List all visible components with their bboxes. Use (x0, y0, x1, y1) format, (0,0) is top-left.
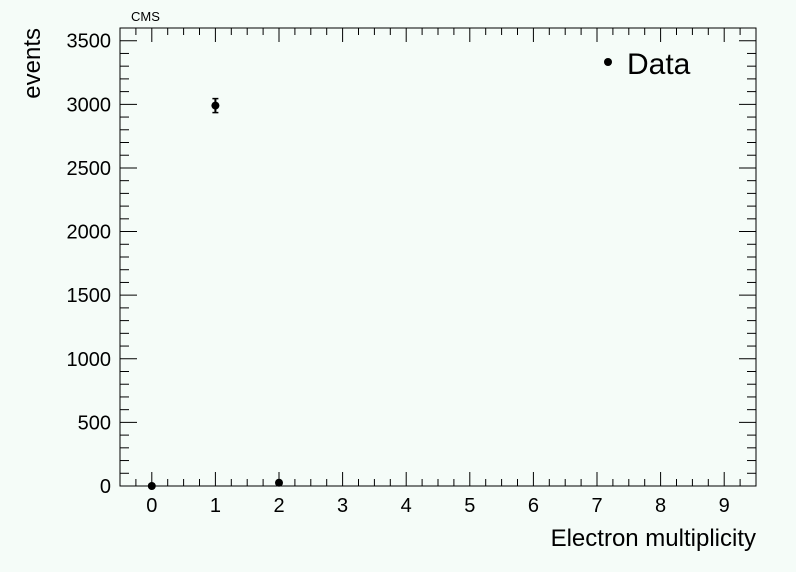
x-tick-label: 7 (591, 495, 602, 517)
x-axis: 0 1 2 3 4 5 6 7 8 9 (119, 28, 757, 517)
y-tick-label: 3500 (67, 31, 112, 53)
y-tick-label: 3000 (67, 94, 112, 116)
y-tick-label: 2000 (67, 222, 112, 244)
x-tick-label: 0 (146, 495, 157, 517)
y-axis: 0 500 1000 1500 2000 2500 3000 3500 (67, 27, 756, 498)
x-tick-label: 1 (210, 495, 221, 517)
data-point (275, 478, 283, 487)
x-tick-label: 3 (337, 495, 348, 517)
legend-marker (604, 58, 612, 66)
x-tick-label: 9 (719, 495, 730, 517)
x-tick-label: 2 (273, 495, 284, 517)
y-tick-label: 500 (78, 412, 111, 434)
legend-label: Data (627, 48, 691, 81)
x-tick-label: 4 (401, 495, 412, 517)
experiment-label: CMS (131, 9, 160, 24)
y-axis-title: events (19, 28, 46, 99)
x-tick-label: 8 (655, 495, 666, 517)
data-series (147, 97, 283, 490)
x-axis-title: Electron multiplicity (551, 525, 756, 552)
x-tick-label: 6 (528, 495, 539, 517)
data-point (211, 101, 220, 110)
x-tick-label: 5 (464, 495, 475, 517)
y-tick-label: 1500 (67, 285, 112, 307)
y-tick-label: 1000 (67, 349, 112, 371)
y-tick-label: 2500 (67, 158, 112, 180)
y-tick-label: 0 (100, 476, 111, 498)
legend: Data (604, 48, 691, 81)
data-point (147, 482, 156, 490)
